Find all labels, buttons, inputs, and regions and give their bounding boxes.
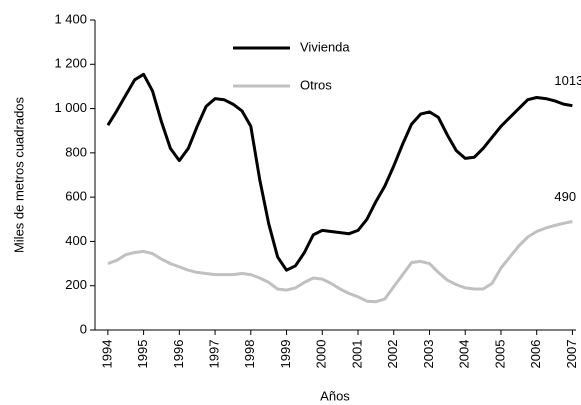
x-tick-label: 1997 [207,340,222,369]
y-tick-label: 1 400 [54,11,87,26]
y-tick-label: 1 000 [54,100,87,115]
series-line [106,72,573,272]
x-tick-label: 2005 [492,340,507,369]
x-tick-label: 2002 [385,340,400,369]
x-tick-label: 1999 [278,340,293,369]
x-tick-label: 2006 [528,340,543,369]
y-tick-label: 1 200 [54,56,87,71]
y-tick-label: 800 [65,144,87,159]
y-tick-label: 400 [65,233,87,248]
y-axis-label: Miles de metros cuadrados [11,96,26,253]
end-value-label: 490 [554,189,576,204]
y-tick-label: 200 [65,277,87,292]
x-tick-label: 2003 [421,340,436,369]
x-axis-label: Años [320,388,350,403]
y-tick-label: 0 [80,321,87,336]
series-line [107,220,573,304]
x-tick-label: 1995 [135,340,150,369]
x-tick-label: 1998 [242,340,257,369]
x-tick-label: 1996 [171,340,186,369]
end-value-label: 1013 [554,73,581,88]
x-tick-label: 2000 [314,340,329,369]
legend-label: Vivienda [300,39,350,54]
x-tick-label: 1994 [99,340,114,369]
y-tick-label: 600 [65,189,87,204]
x-tick-label: 2007 [564,340,579,369]
x-tick-label: 2001 [349,340,364,369]
legend-label: Otros [300,77,332,92]
x-tick-label: 2004 [457,340,472,369]
